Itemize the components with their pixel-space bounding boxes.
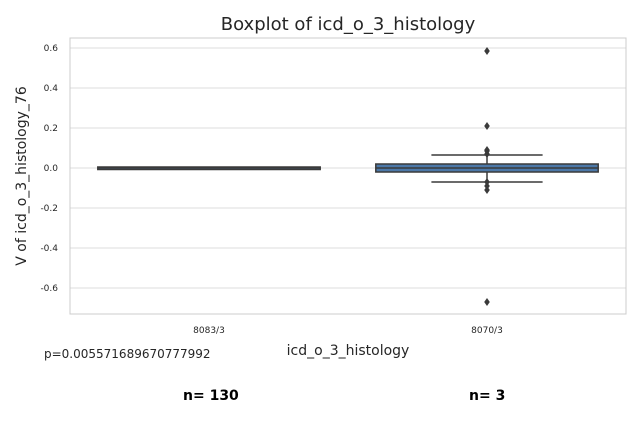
y-tick-label: -0.4 <box>40 244 58 254</box>
outlier-point <box>484 298 490 306</box>
plot-area <box>69 37 627 315</box>
count-label-8083-3: n= 130 <box>183 388 239 404</box>
outlier-point <box>484 150 490 158</box>
outlier-point <box>484 122 490 130</box>
y-tick-label: 0.4 <box>44 84 59 94</box>
x-axis-label: icd_o_3_histology <box>287 343 410 359</box>
chart-title: Boxplot of icd_o_3_histology <box>221 14 476 35</box>
outlier-point <box>484 186 490 194</box>
y-tick-label: -0.2 <box>40 204 58 214</box>
x-ticks: 8083/3 8070/3 <box>193 326 503 336</box>
x-tick-label: 8070/3 <box>471 326 503 336</box>
y-tick-label: 0.6 <box>44 44 59 54</box>
count-label-8070-3: n= 3 <box>469 388 506 404</box>
y-tick-label: 0.2 <box>44 124 58 134</box>
p-value-note: p=0.005571689670777992 <box>44 347 211 361</box>
x-tick-label: 8083/3 <box>193 326 225 336</box>
y-ticks: -0.6 -0.4 -0.2 0.0 0.2 0.4 0.6 <box>40 44 58 294</box>
y-tick-label: -0.6 <box>40 284 58 294</box>
y-axis-label: V of icd_o_3_histology_76 <box>14 86 30 266</box>
boxes <box>97 47 599 306</box>
box-group-8070-3 <box>375 47 599 306</box>
box-group-8083-3 <box>97 166 321 171</box>
outlier-point <box>484 47 490 55</box>
y-tick-label: 0.0 <box>44 164 59 174</box>
